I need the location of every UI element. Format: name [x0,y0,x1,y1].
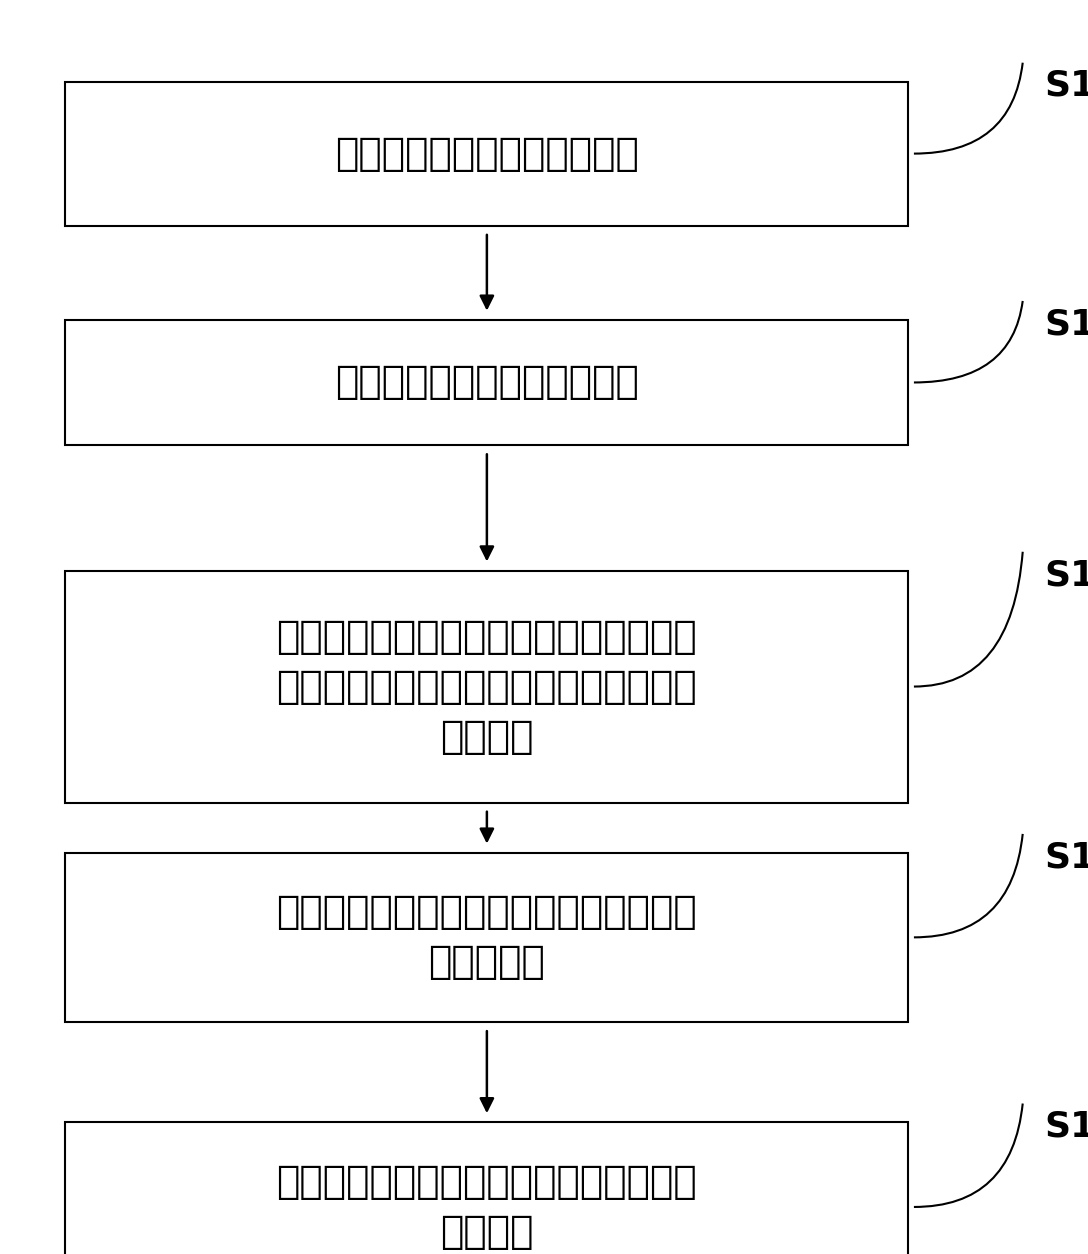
Text: 采用蚂蚁追踪算法对滤波后的地震数据进
行处理，生成地震数据对应的蚂蚁地震属
性数据体: 采用蚂蚁追踪算法对滤波后的地震数据进 行处理，生成地震数据对应的蚂蚁地震属 性数… [276,617,697,756]
Text: S108: S108 [1044,840,1088,874]
Text: S110: S110 [1044,1110,1088,1144]
Text: 获取设定煤田区域的地震数据: 获取设定煤田区域的地震数据 [335,134,639,173]
Text: 提取蚂蚁地震属性数据体中，目的层的层
位属性切片: 提取蚂蚁地震属性数据体中，目的层的层 位属性切片 [276,893,697,982]
Bar [65,320,908,445]
Text: S106: S106 [1044,558,1088,592]
Bar [65,853,908,1022]
Text: S104: S104 [1044,307,1088,341]
Text: S102: S102 [1044,69,1088,103]
Text: 根据层位属性切片识别煤田区域的煤层小
断层构造: 根据层位属性切片识别煤田区域的煤层小 断层构造 [276,1162,697,1251]
Bar [65,1122,908,1254]
Bar [65,571,908,803]
Text: 对地震数据进行构造导向滤波: 对地震数据进行构造导向滤波 [335,364,639,401]
Bar [65,82,908,226]
